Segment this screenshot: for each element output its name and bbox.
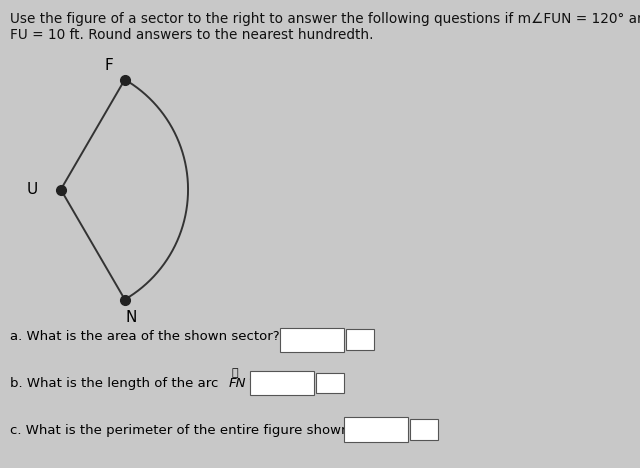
FancyBboxPatch shape xyxy=(250,371,314,395)
Text: ? ∨: ? ∨ xyxy=(323,378,338,388)
Text: F: F xyxy=(104,58,113,73)
Text: b. What is the length of the arc: b. What is the length of the arc xyxy=(10,377,222,390)
Text: ? ∨: ? ∨ xyxy=(417,424,432,435)
Text: FU = 10 ft. Round answers to the nearest hundredth.: FU = 10 ft. Round answers to the nearest… xyxy=(10,28,373,42)
FancyBboxPatch shape xyxy=(346,329,374,350)
Text: U: U xyxy=(26,182,38,197)
FancyBboxPatch shape xyxy=(280,328,344,352)
Text: a. What is the area of the shown sector?: a. What is the area of the shown sector? xyxy=(10,330,279,343)
Text: FN: FN xyxy=(229,377,246,390)
FancyBboxPatch shape xyxy=(410,419,438,440)
Text: N: N xyxy=(125,310,137,325)
FancyBboxPatch shape xyxy=(344,417,408,442)
Text: ? ∨: ? ∨ xyxy=(353,335,368,345)
FancyBboxPatch shape xyxy=(316,373,344,393)
Text: ⌢: ⌢ xyxy=(231,368,237,378)
Text: c. What is the perimeter of the entire figure shown?: c. What is the perimeter of the entire f… xyxy=(10,424,356,437)
Text: Use the figure of a sector to the right to answer the following questions if m∠F: Use the figure of a sector to the right … xyxy=(10,12,640,26)
Text: ?: ? xyxy=(248,377,255,390)
